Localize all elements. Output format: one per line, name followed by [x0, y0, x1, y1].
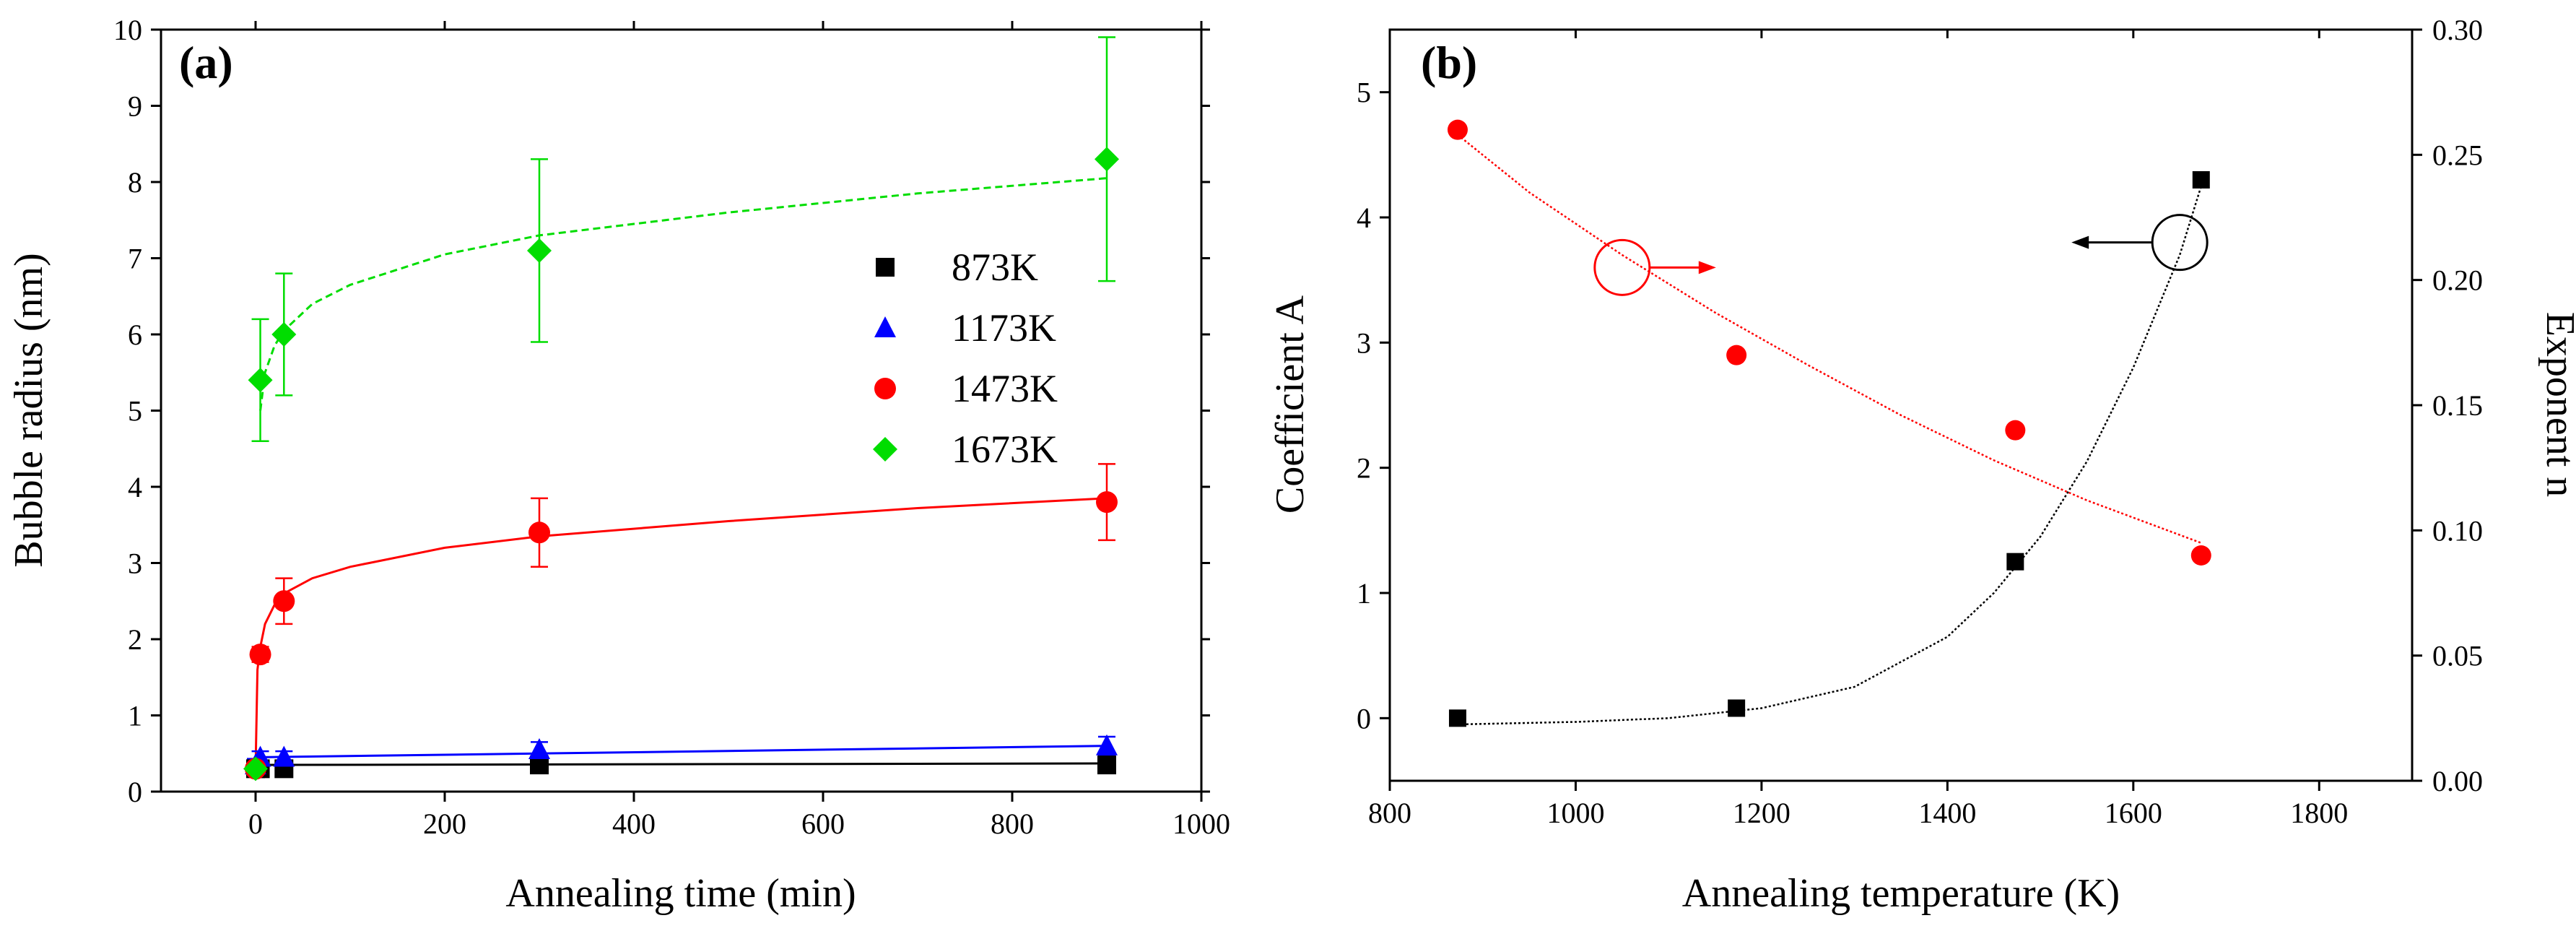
panel-a-legend-label: 1173K — [952, 306, 1056, 350]
panel-b-y-tick-label-right: 0.20 — [2432, 264, 2483, 297]
panel-a-y-tick-label: 7 — [128, 243, 142, 275]
panel-b-label: (b) — [1421, 37, 1477, 88]
panel-a-point-1173K — [273, 745, 295, 767]
panel-b-x-tick-label: 1600 — [2105, 797, 2162, 829]
panel-a-x-tick-label: 600 — [801, 807, 845, 840]
panel-b-y-tick-label-right: 0.30 — [2432, 14, 2483, 46]
panel-b-chart: (b) Annealing temperature (K) Coefficien… — [1268, 14, 2576, 916]
panel-b-y-tick-label-right: 0.00 — [2432, 765, 2483, 797]
panel-a-point-1473K — [273, 590, 295, 612]
panel-b-y-tick-label-right: 0.10 — [2432, 514, 2483, 547]
panel-b-x-tick-label: 800 — [1368, 797, 1411, 829]
panel-a-x-tick-label: 200 — [423, 807, 466, 840]
panel-a-point-1173K — [528, 737, 550, 759]
panel-b-y-tick-label-right: 0.15 — [2432, 389, 2483, 422]
panel-a-chart: (a) Annealing time (min) Bubble radius (… — [6, 14, 1230, 916]
panel-a-point-873K — [1097, 755, 1116, 775]
panel-a-point-1473K — [528, 521, 550, 544]
panel-a-legend-label: 1473K — [952, 367, 1058, 410]
panel-a-legend-marker — [874, 316, 896, 337]
panel-a-x-axis-label: Annealing time (min) — [505, 871, 856, 916]
panel-a-point-1673K — [248, 368, 273, 393]
panel-a-point-1173K — [1096, 734, 1118, 755]
panel-a-y-tick-label: 4 — [128, 471, 142, 503]
panel-b-x-axis-label: Annealing temperature (K) — [1682, 871, 2120, 916]
panel-a-fit-line-1473K — [254, 497, 1108, 769]
panel-b-fit-line-right — [1457, 134, 2202, 544]
panel-b-plot-frame — [1388, 28, 2414, 782]
panel-b-x-tick-label: 1800 — [2290, 797, 2348, 829]
panel-a-fit-line-1173K — [255, 745, 1108, 758]
panel-b-axis-indicator-arrowhead — [1698, 261, 1716, 274]
panel-b-axis-indicator-arrowhead — [2071, 235, 2089, 249]
panel-a-y-tick-label: 9 — [128, 90, 142, 123]
panel-b-point-right — [1447, 119, 1468, 140]
panel-a-y-axis-label: Bubble radius (nm) — [6, 253, 51, 567]
panel-b-y-axis-label-left: Coefficient A — [1268, 295, 1313, 514]
panel-b-point-left — [2192, 171, 2210, 189]
panel-a-plot-frame — [160, 28, 1203, 793]
panel-b-y-tick-label-left: 2 — [1357, 452, 1371, 485]
panel-a-y-tick-label: 3 — [128, 547, 142, 580]
panel-b-x-tick-label: 1200 — [1733, 797, 1790, 829]
panel-a-legend-label: 873K — [952, 246, 1038, 289]
panel-b-point-right — [2005, 420, 2026, 441]
panel-b-x-tick-label: 1000 — [1546, 797, 1604, 829]
panel-a-x-tick-label: 800 — [991, 807, 1034, 840]
panel-b-fit-line-left — [1457, 186, 2202, 726]
panel-b-y-tick-label-left: 0 — [1357, 702, 1371, 735]
panel-b-y-tick-label-left: 1 — [1357, 577, 1371, 610]
panel-b-x-tick-label: 1400 — [1918, 797, 1976, 829]
panel-a-point-1473K — [249, 644, 271, 666]
panel-a-x-tick-label: 1000 — [1172, 807, 1230, 840]
panel-a-point-1473K — [1096, 491, 1118, 514]
panel-a-point-1673K — [527, 238, 552, 263]
panel-b-point-left — [1728, 699, 1746, 717]
panel-b-y-tick-label-left: 3 — [1357, 326, 1371, 359]
panel-b-y-tick-label-right: 0.05 — [2432, 640, 2483, 672]
panel-b-axis-indicator-circle — [2151, 214, 2209, 272]
panel-a-y-tick-label: 6 — [128, 319, 142, 351]
panel-a-legend-label: 1673K — [952, 428, 1058, 471]
panel-a-label: (a) — [179, 37, 233, 88]
panel-b-y-tick-label-left: 5 — [1357, 77, 1371, 109]
panel-a-legend-marker — [873, 437, 897, 462]
panel-a-y-tick-label: 2 — [128, 623, 142, 656]
panel-a-fit-line-873K — [255, 762, 1108, 766]
panel-a-y-tick-label: 10 — [113, 14, 142, 46]
panel-b-y-tick-label-right: 0.25 — [2432, 139, 2483, 171]
panel-a-fit-line-1673K — [259, 177, 1108, 411]
panel-a-y-tick-label: 8 — [128, 166, 142, 199]
panel-a-x-tick-label: 400 — [612, 807, 656, 840]
panel-b-point-left — [1448, 709, 1466, 727]
panel-a-point-1673K — [271, 322, 297, 347]
panel-a-point-1673K — [1095, 147, 1119, 172]
panel-b-point-right — [1726, 345, 1747, 365]
panel-b-point-right — [2190, 545, 2211, 566]
panel-b-point-left — [2006, 553, 2024, 571]
panel-a-x-tick-label: 0 — [248, 807, 263, 840]
panel-a-point-1673K — [243, 756, 268, 781]
panel-b-y-axis-label-right: Exponent n — [2538, 312, 2576, 498]
panel-a-y-tick-label: 0 — [128, 776, 142, 808]
panel-a-legend-marker — [876, 258, 895, 277]
panel-a-y-tick-label: 5 — [128, 395, 142, 428]
panel-a-y-tick-label: 1 — [128, 700, 142, 732]
panel-a-legend-marker — [874, 378, 896, 399]
panel-b-y-tick-label-left: 4 — [1357, 202, 1371, 234]
